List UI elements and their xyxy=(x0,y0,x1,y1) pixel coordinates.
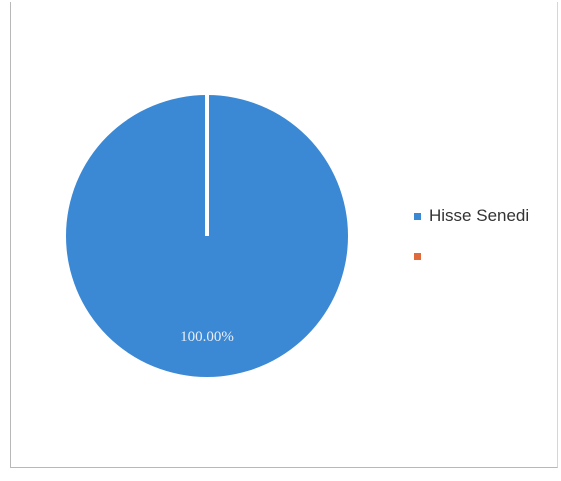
legend: Hisse Senedi xyxy=(414,205,529,285)
legend-swatch-icon xyxy=(414,252,421,260)
legend-item-hisse-senedi: Hisse Senedi xyxy=(414,205,529,227)
legend-swatch-icon xyxy=(414,212,421,220)
slice-data-label: 100.00% xyxy=(180,329,234,345)
legend-label: Hisse Senedi xyxy=(429,206,530,225)
legend-item-empty xyxy=(414,245,529,267)
